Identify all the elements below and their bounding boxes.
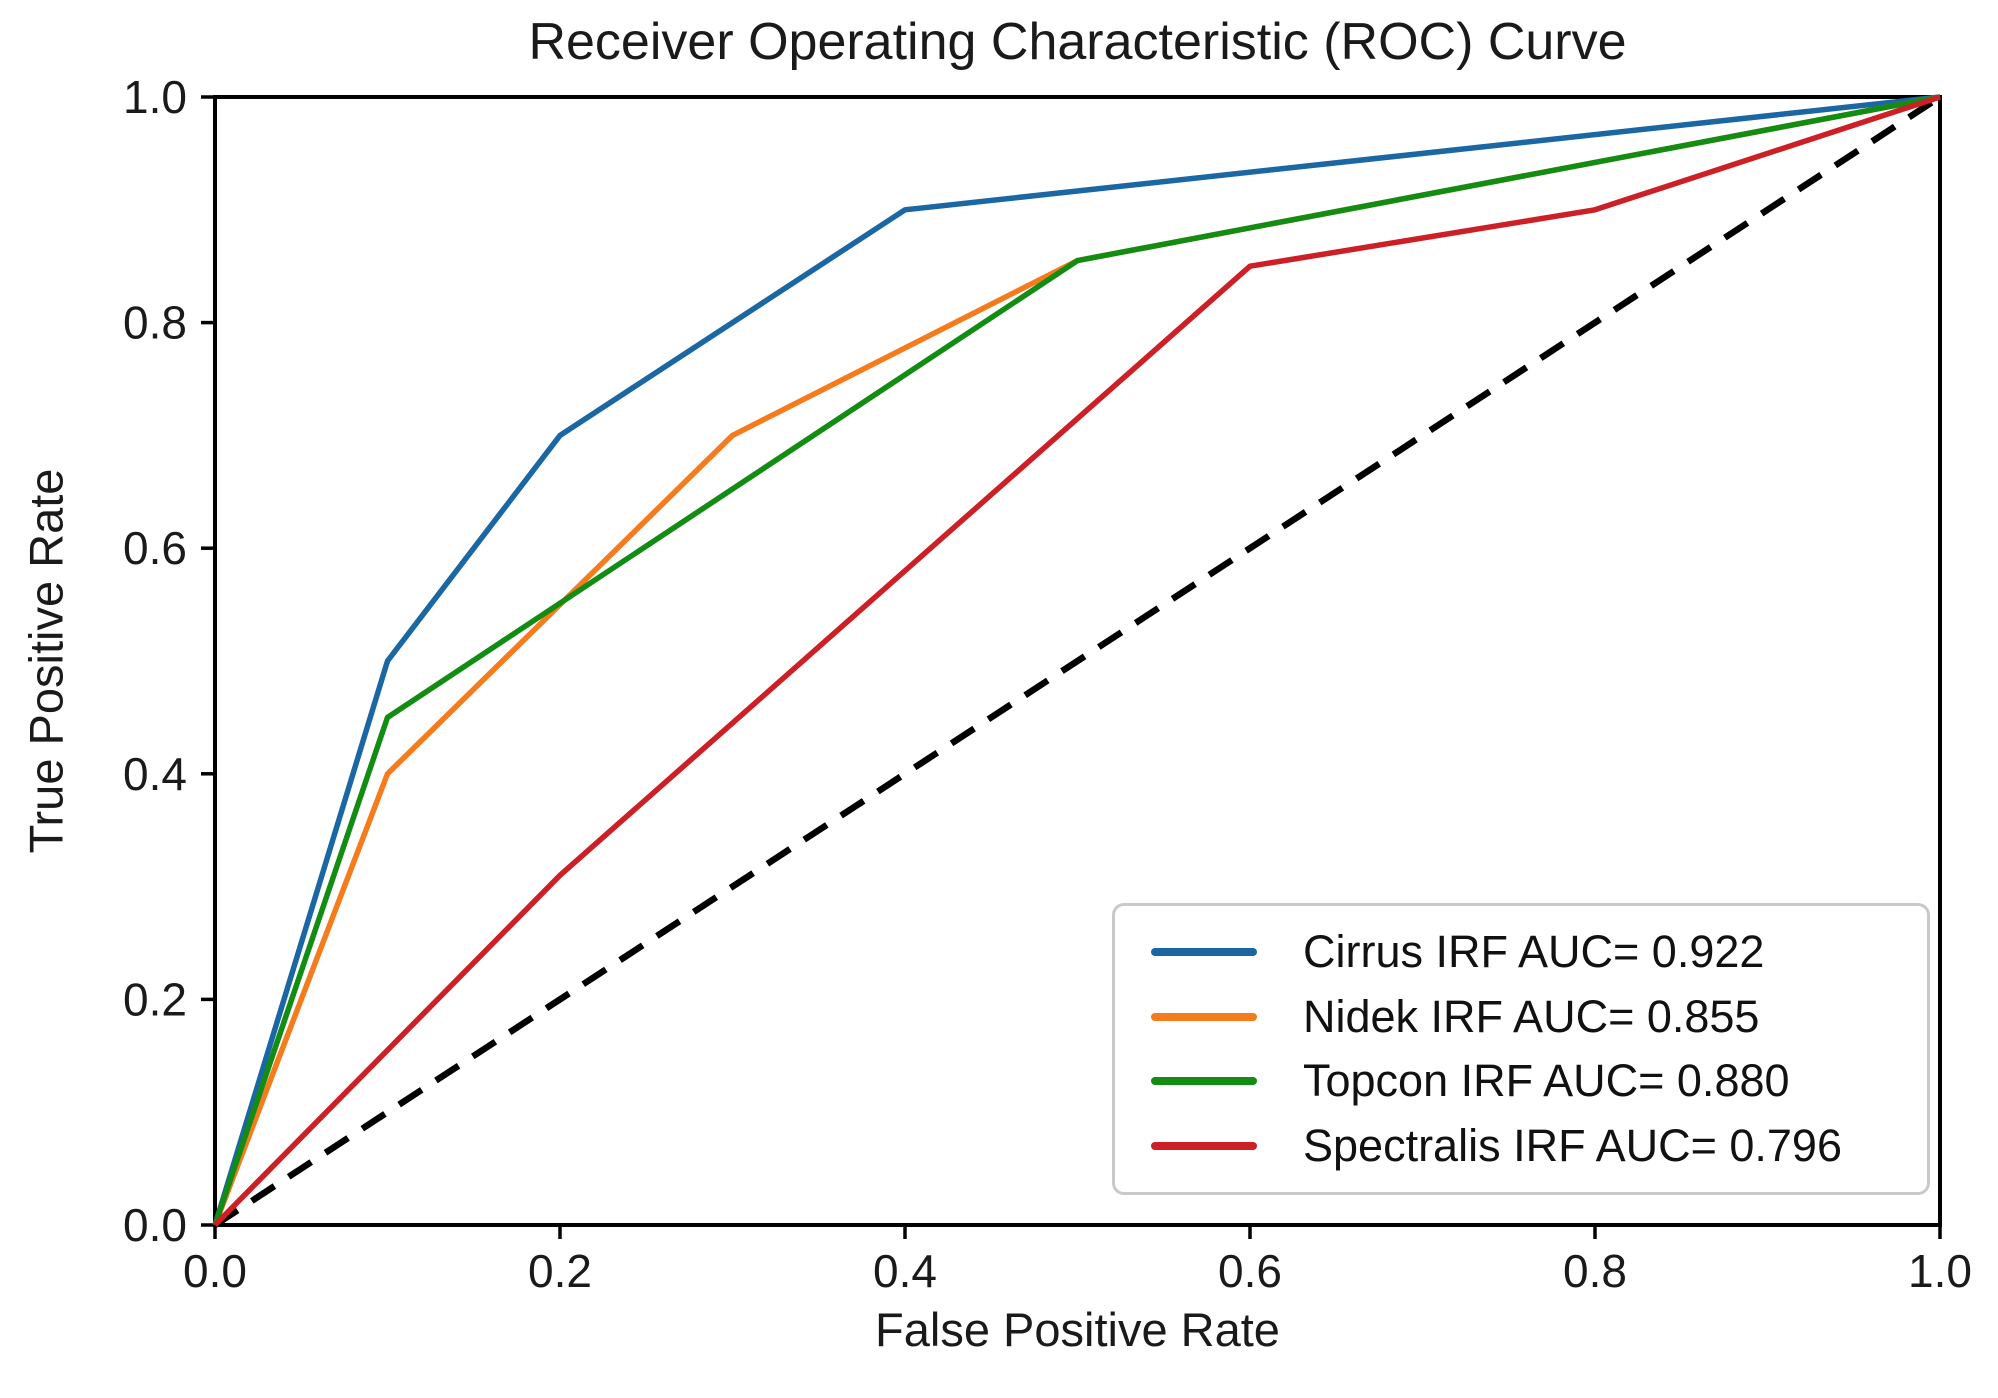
legend: Cirrus IRF AUC= 0.922 Nidek IRF AUC= 0.85…	[1112, 903, 1930, 1195]
y-axis-label: True Positive Rate	[19, 468, 73, 854]
y-axis-tick-label: 0.4	[123, 748, 187, 800]
x-axis-tick-label: 0.6	[1218, 1245, 1282, 1297]
legend-label-cirrus: Cirrus IRF AUC= 0.922	[1303, 926, 1765, 978]
x-axis-tick-label: 0.0	[183, 1245, 247, 1297]
legend-label-nidek: Nidek IRF AUC= 0.855	[1303, 990, 1760, 1042]
reference-diagonal-line	[213, 94, 1942, 1228]
legend-label-spectralis: Spectralis IRF AUC= 0.796	[1303, 1119, 1842, 1171]
roc-curve-topcon	[212, 94, 1941, 1226]
roc-curve-cirrus	[212, 94, 1941, 1226]
y-axis-tick-label: 0.0	[123, 1199, 187, 1251]
legend-swatch-spectralis	[1151, 1141, 1257, 1150]
y-axis-tick-label: 0.2	[123, 973, 187, 1025]
legend-swatch-topcon	[1151, 1077, 1257, 1086]
chart-title: Receiver Operating Characteristic (ROC) …	[528, 13, 1627, 71]
roc-curve-spectralis	[213, 94, 1941, 1227]
y-axis-tick-label: 0.8	[123, 297, 187, 349]
y-axis-tick-label: 0.6	[123, 522, 187, 574]
legend-label-topcon: Topcon IRF AUC= 0.880	[1303, 1055, 1790, 1107]
legend-item-nidek: Nidek IRF AUC= 0.855	[1115, 991, 1927, 1043]
x-axis-tick-label: 1.0	[1908, 1245, 1972, 1297]
x-axis-label: False Positive Rate	[875, 1303, 1280, 1356]
legend-swatch-nidek	[1151, 1012, 1257, 1021]
x-axis-tick-label: 0.4	[873, 1245, 937, 1297]
x-axis-tick-label: 0.2	[528, 1245, 592, 1297]
y-axis-tick-label: 1.0	[123, 71, 187, 123]
legend-item-topcon: Topcon IRF AUC= 0.880	[1115, 1055, 1927, 1107]
legend-swatch-cirrus	[1151, 948, 1257, 957]
legend-item-cirrus: Cirrus IRF AUC= 0.922	[1115, 926, 1927, 978]
legend-item-spectralis: Spectralis IRF AUC= 0.796	[1115, 1120, 1927, 1172]
x-axis-tick-label: 0.8	[1563, 1245, 1627, 1297]
